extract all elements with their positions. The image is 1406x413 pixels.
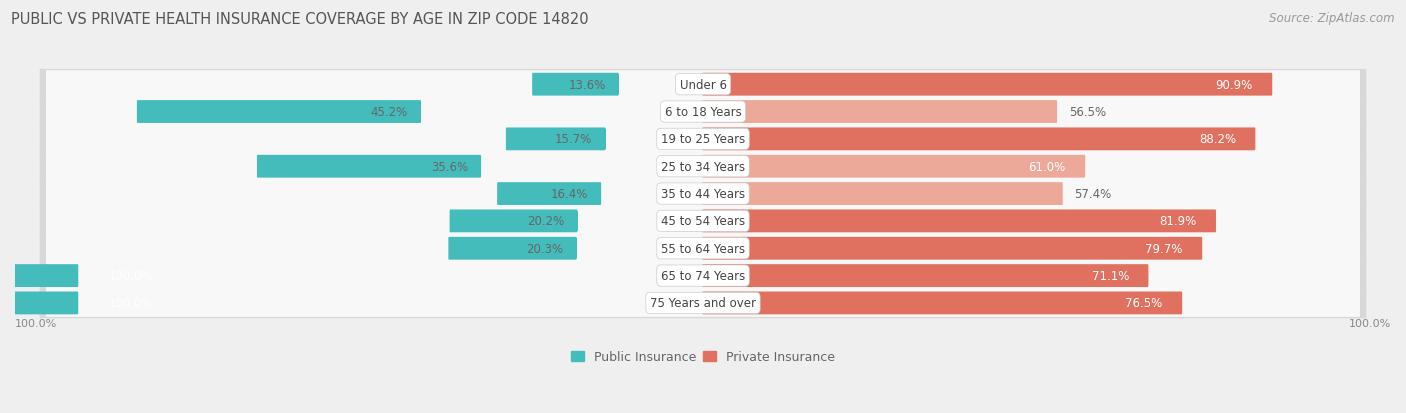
Text: 13.6%: 13.6% [568, 78, 606, 91]
Bar [702, 211, 704, 231]
FancyBboxPatch shape [39, 288, 1367, 318]
Text: 81.9%: 81.9% [1159, 215, 1197, 228]
FancyBboxPatch shape [702, 128, 1256, 151]
Bar [419, 102, 422, 122]
Bar [702, 239, 704, 259]
FancyBboxPatch shape [46, 207, 1360, 235]
Text: 20.2%: 20.2% [527, 215, 564, 228]
Text: 25 to 34 Years: 25 to 34 Years [661, 160, 745, 173]
Text: 55 to 64 Years: 55 to 64 Years [661, 242, 745, 255]
Bar [702, 130, 704, 150]
FancyBboxPatch shape [39, 261, 1367, 291]
FancyBboxPatch shape [39, 179, 1367, 209]
Text: 45 to 54 Years: 45 to 54 Years [661, 215, 745, 228]
FancyBboxPatch shape [39, 152, 1367, 182]
FancyBboxPatch shape [46, 235, 1360, 263]
FancyBboxPatch shape [702, 265, 1149, 287]
FancyBboxPatch shape [702, 101, 1057, 123]
Text: 61.0%: 61.0% [1029, 160, 1066, 173]
FancyBboxPatch shape [39, 233, 1367, 264]
Text: 75 Years and over: 75 Years and over [650, 297, 756, 310]
FancyBboxPatch shape [257, 155, 481, 178]
Text: 19 to 25 Years: 19 to 25 Years [661, 133, 745, 146]
Bar [702, 293, 704, 313]
FancyBboxPatch shape [39, 206, 1367, 237]
FancyBboxPatch shape [46, 153, 1360, 181]
Text: 20.3%: 20.3% [526, 242, 564, 255]
Text: 45.2%: 45.2% [371, 106, 408, 119]
Bar [77, 266, 79, 286]
Bar [702, 184, 704, 204]
FancyBboxPatch shape [0, 292, 79, 315]
Legend: Public Insurance, Private Insurance: Public Insurance, Private Insurance [567, 347, 839, 367]
Text: 16.4%: 16.4% [551, 188, 588, 201]
FancyBboxPatch shape [39, 124, 1367, 155]
Text: 76.5%: 76.5% [1125, 297, 1163, 310]
Bar [702, 157, 704, 177]
FancyBboxPatch shape [46, 71, 1360, 99]
FancyBboxPatch shape [39, 70, 1367, 100]
FancyBboxPatch shape [702, 210, 1216, 233]
Text: 71.1%: 71.1% [1091, 269, 1129, 282]
Bar [479, 157, 481, 177]
Bar [77, 293, 79, 313]
Text: 35.6%: 35.6% [430, 160, 468, 173]
FancyBboxPatch shape [46, 289, 1360, 317]
Text: 100.0%: 100.0% [108, 269, 153, 282]
Text: Source: ZipAtlas.com: Source: ZipAtlas.com [1270, 12, 1395, 25]
Text: 79.7%: 79.7% [1146, 242, 1182, 255]
FancyBboxPatch shape [46, 126, 1360, 154]
FancyBboxPatch shape [702, 237, 1202, 260]
FancyBboxPatch shape [702, 74, 1272, 96]
FancyBboxPatch shape [136, 101, 420, 123]
Bar [599, 184, 602, 204]
Bar [702, 75, 704, 95]
FancyBboxPatch shape [46, 98, 1360, 126]
FancyBboxPatch shape [498, 183, 602, 206]
Text: 57.4%: 57.4% [1074, 188, 1112, 201]
Bar [702, 102, 704, 122]
FancyBboxPatch shape [702, 292, 1182, 315]
Text: 65 to 74 Years: 65 to 74 Years [661, 269, 745, 282]
FancyBboxPatch shape [39, 97, 1367, 128]
FancyBboxPatch shape [506, 128, 606, 151]
FancyBboxPatch shape [702, 155, 1085, 178]
FancyBboxPatch shape [531, 74, 619, 96]
Bar [605, 130, 606, 150]
FancyBboxPatch shape [46, 262, 1360, 290]
Text: 6 to 18 Years: 6 to 18 Years [665, 106, 741, 119]
Bar [576, 211, 578, 231]
Text: 35 to 44 Years: 35 to 44 Years [661, 188, 745, 201]
Bar [702, 266, 704, 286]
Text: Under 6: Under 6 [679, 78, 727, 91]
Text: 100.0%: 100.0% [15, 318, 58, 328]
FancyBboxPatch shape [702, 183, 1063, 206]
Bar [617, 75, 619, 95]
Text: 100.0%: 100.0% [1348, 318, 1391, 328]
Text: 15.7%: 15.7% [555, 133, 592, 146]
Text: PUBLIC VS PRIVATE HEALTH INSURANCE COVERAGE BY AGE IN ZIP CODE 14820: PUBLIC VS PRIVATE HEALTH INSURANCE COVER… [11, 12, 589, 27]
Text: 90.9%: 90.9% [1216, 78, 1253, 91]
FancyBboxPatch shape [450, 210, 578, 233]
Text: 56.5%: 56.5% [1069, 106, 1107, 119]
Text: 88.2%: 88.2% [1199, 133, 1236, 146]
FancyBboxPatch shape [449, 237, 576, 260]
Text: 100.0%: 100.0% [108, 297, 153, 310]
FancyBboxPatch shape [46, 180, 1360, 208]
FancyBboxPatch shape [0, 265, 79, 287]
Bar [575, 239, 576, 259]
